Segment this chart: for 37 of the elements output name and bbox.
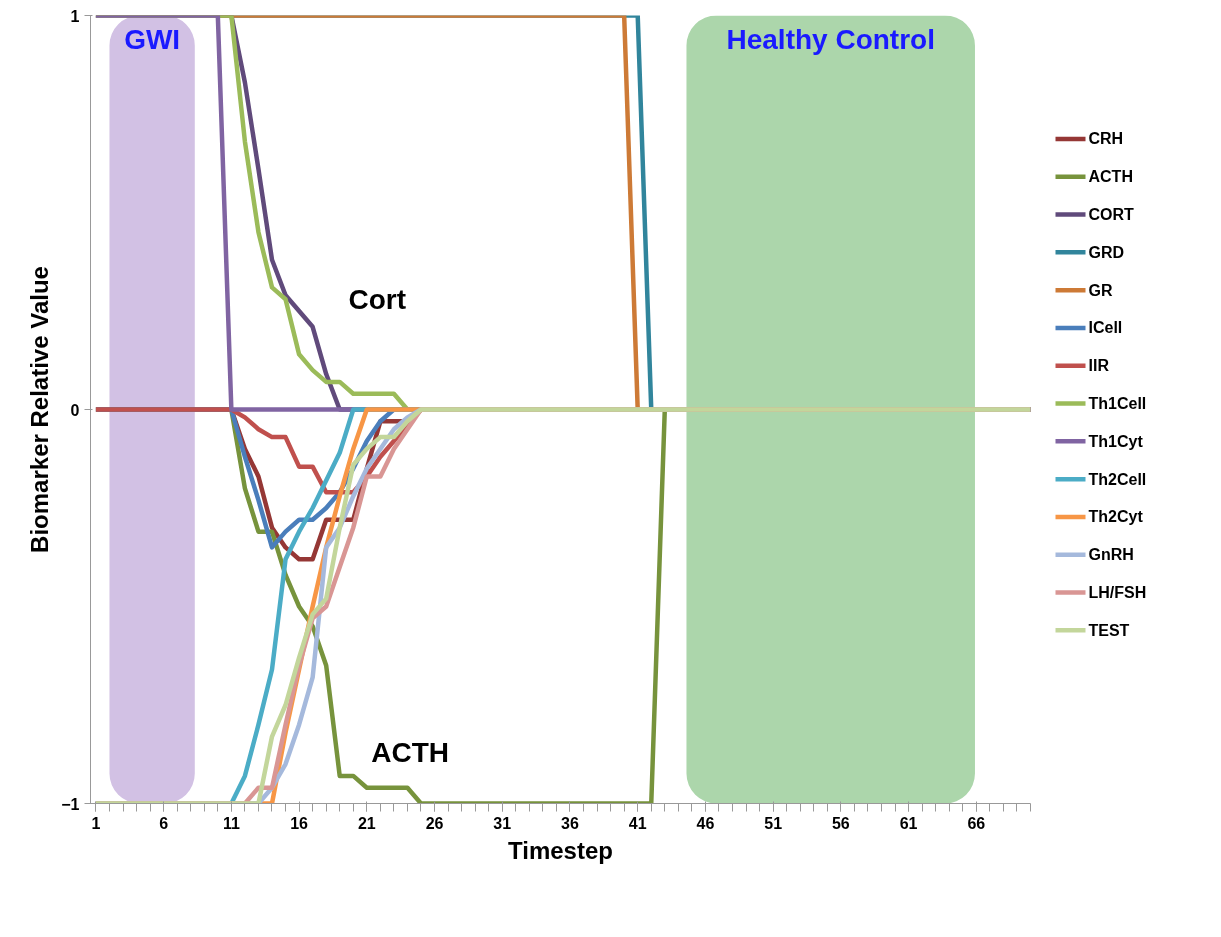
annotation: Cort (348, 283, 406, 315)
x-tick-label: 51 (764, 814, 783, 832)
legend-label: Th1Cell (1088, 395, 1147, 413)
legend-label: GnRH (1088, 546, 1134, 564)
legend-label: Th2Cyt (1088, 508, 1144, 526)
legend-label: Th2Cell (1088, 470, 1147, 488)
legend-label: CORT (1088, 206, 1135, 224)
x-tick-label: 61 (899, 814, 918, 832)
band-label: GWI (124, 23, 181, 55)
x-tick-label: 6 (159, 814, 169, 832)
x-tick-label: 46 (696, 814, 715, 832)
x-tick-label: 1 (91, 814, 101, 832)
x-tick-label: 16 (290, 814, 309, 832)
x-tick-label: 26 (425, 814, 444, 832)
x-tick-label: 41 (628, 814, 647, 832)
band-label: Healthy Control (726, 23, 935, 55)
legend-label: ACTH (1088, 168, 1133, 186)
legend-label: ICell (1088, 319, 1123, 337)
x-axis-title: Timestep (508, 836, 613, 864)
x-tick-label: 11 (222, 814, 240, 832)
legend-label: GRD (1088, 243, 1125, 261)
x-tick-label: 66 (967, 814, 986, 832)
legend-label: TEST (1088, 621, 1130, 639)
y-axis-title: Biomarker Relative Value (26, 266, 54, 553)
x-tick-label: 56 (831, 814, 850, 832)
x-tick-label: 36 (561, 814, 579, 832)
x-tick-label: 21 (357, 814, 376, 832)
legend-label: LH/FSH (1088, 584, 1147, 602)
x-tick-label: 31 (493, 814, 512, 832)
legend-label: GR (1088, 281, 1113, 299)
legend-label: IIR (1088, 357, 1110, 375)
y-tick-label: 1 (70, 7, 80, 25)
y-tick-label: 0 (70, 401, 80, 419)
legend-label: CRH (1088, 130, 1124, 148)
y-tick-label: −1 (61, 795, 80, 813)
legend-label: Th1Cyt (1088, 432, 1144, 450)
annotation: ACTH (371, 736, 449, 768)
